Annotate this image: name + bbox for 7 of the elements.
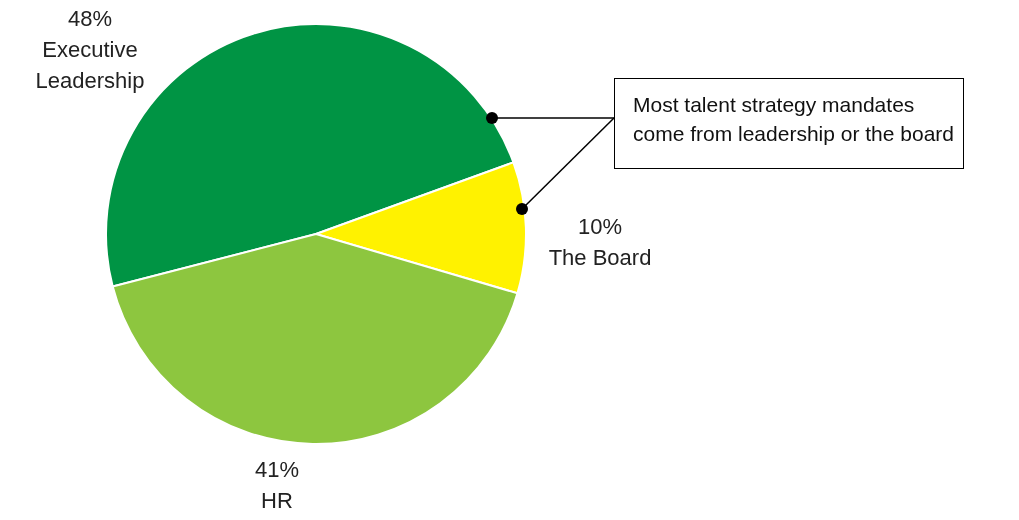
slice-label: Executive Leadership xyxy=(35,37,145,94)
data-label: 10% xyxy=(577,214,623,240)
data-label: 48% xyxy=(67,6,113,32)
data-label: 41% xyxy=(254,457,300,483)
slice-label: HR xyxy=(261,488,293,514)
slice-label: The Board xyxy=(548,245,652,271)
text: Most talent strategy mandates come from leadership or the board xyxy=(614,78,964,169)
